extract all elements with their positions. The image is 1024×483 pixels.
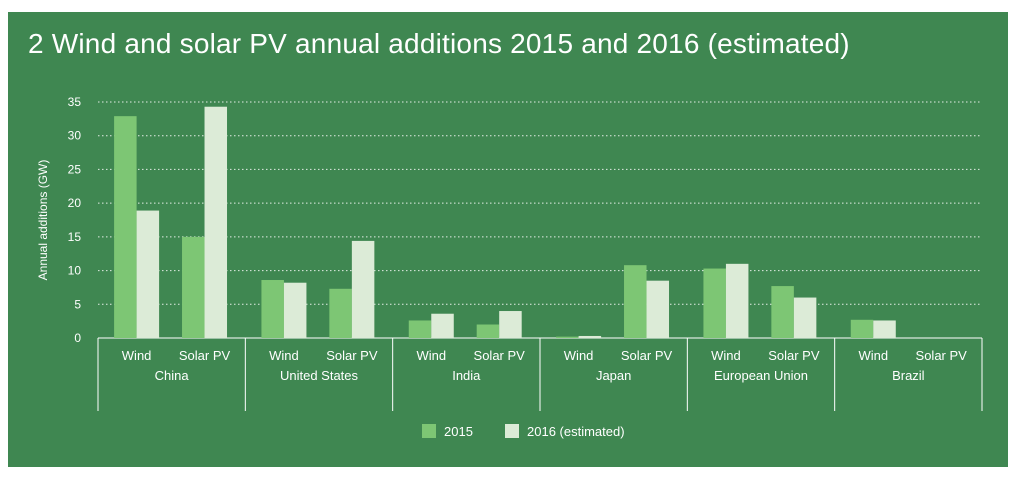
legend-label: 2015: [444, 424, 473, 439]
bar: [725, 263, 749, 338]
category-label: Wind: [122, 348, 152, 363]
group-label: European Union: [714, 368, 808, 383]
group-label: United States: [280, 368, 359, 383]
bar: [182, 236, 205, 338]
y-tick-label: 10: [68, 264, 82, 278]
y-tick-label: 30: [68, 129, 82, 143]
category-label: Wind: [416, 348, 446, 363]
category-label: Solar PV: [474, 348, 526, 363]
y-tick-label: 25: [68, 162, 82, 176]
y-tick-label: 15: [68, 230, 82, 244]
y-axis-label: Annual additions (GW): [36, 160, 50, 281]
bar: [873, 320, 896, 338]
bar: [793, 297, 817, 338]
bar: [351, 240, 375, 338]
category-label: Solar PV: [179, 348, 231, 363]
bar: [646, 280, 670, 338]
category-label: Wind: [564, 348, 594, 363]
group-label: India: [452, 368, 481, 383]
group-label: Japan: [596, 368, 631, 383]
y-tick-label: 20: [68, 196, 82, 210]
bar: [136, 210, 160, 338]
bar: [703, 268, 726, 338]
chart-title: 2 Wind and solar PV annual additions 201…: [28, 28, 850, 59]
group-label: Brazil: [892, 368, 925, 383]
bar: [329, 288, 352, 338]
y-tick-label: 35: [68, 95, 82, 109]
category-label: Wind: [711, 348, 741, 363]
bar: [204, 106, 228, 338]
bar: [114, 116, 137, 338]
bar: [431, 313, 454, 338]
bar: [556, 336, 579, 338]
category-label: Solar PV: [326, 348, 378, 363]
group-label: China: [155, 368, 190, 383]
bar: [408, 320, 432, 338]
bar: [476, 324, 500, 338]
category-label: Solar PV: [916, 348, 968, 363]
y-tick-label: 5: [74, 297, 81, 311]
y-tick-label: 0: [74, 331, 81, 345]
category-label: Solar PV: [768, 348, 820, 363]
category-label: Wind: [269, 348, 299, 363]
bar: [771, 286, 794, 338]
category-label: Solar PV: [621, 348, 673, 363]
legend-swatch: [422, 424, 436, 438]
chart-panel: [8, 12, 1008, 467]
legend-label: 2016 (estimated): [527, 424, 625, 439]
bar: [624, 265, 647, 338]
bar: [850, 319, 874, 338]
bar: [499, 311, 522, 338]
legend-swatch: [505, 424, 519, 438]
bar: [578, 335, 602, 338]
bar: [261, 280, 284, 338]
bar: [283, 282, 307, 338]
category-label: Wind: [858, 348, 888, 363]
